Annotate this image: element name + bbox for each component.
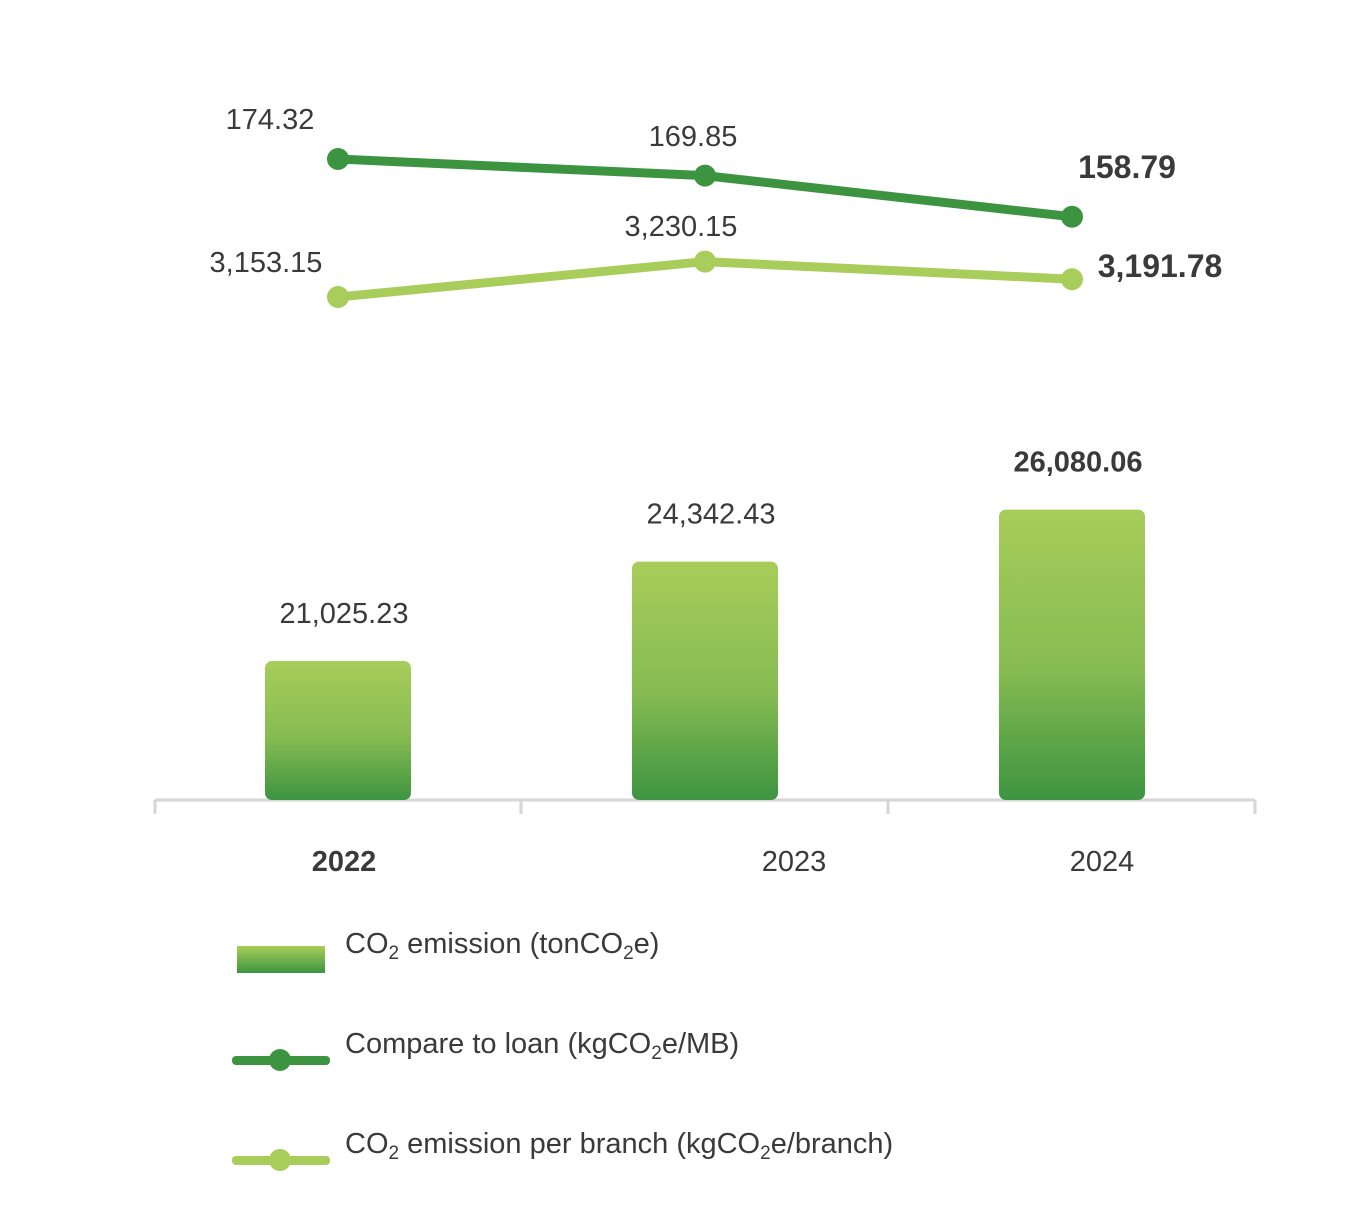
legend-item-branch: CO2 emission per branch (kgCO2e/branch): [232, 1120, 1232, 1220]
x-tick-label-2022: 2022: [312, 846, 377, 878]
data-labels: 21,025.23 24,342.43 26,080.06 174.32 169.85 1…: [210, 104, 1223, 878]
bar-label-2024: 26,080.06: [1013, 447, 1142, 479]
legend-label-branch: CO2 emission per branch (kgCO2e/branch): [345, 1128, 894, 1164]
legend-label-loan: Compare to loan (kgCO2e/MB): [345, 1028, 740, 1064]
bar-2022: [265, 661, 411, 800]
legend-item-bar: CO2 emission (tonCO2e): [232, 920, 1232, 1020]
bar-label-2022: 21,025.23: [279, 598, 408, 630]
x-tick-label-2024: 2024: [1070, 846, 1135, 878]
bar-2024: [999, 509, 1145, 800]
branch-point-2022: [327, 286, 349, 308]
bar-swatch: [237, 946, 325, 973]
bars: [265, 509, 1145, 800]
bar-2023: [632, 561, 778, 800]
bar-label-2023: 24,342.43: [646, 499, 775, 531]
branch-point-2024: [1061, 268, 1083, 291]
loan-label-2024: 158.79: [1078, 149, 1176, 185]
loan-point-2023: [694, 164, 716, 187]
branch-label-2023: 3,230.15: [625, 211, 738, 243]
branch-label-2022: 3,153.15: [210, 247, 323, 279]
legend: CO2 emission (tonCO2e) Compare to loan (…: [232, 920, 1232, 1220]
light-marker-swatch: [269, 1149, 291, 1171]
branch-label-2024: 3,191.78: [1098, 248, 1223, 284]
dark-marker-swatch: [269, 1049, 291, 1071]
branch-point-2023: [694, 250, 716, 273]
loan-label-2022: 174.32: [226, 104, 315, 136]
x-axis: [153, 798, 1257, 814]
legend-label-bar: CO2 emission (tonCO2e): [345, 928, 660, 964]
x-tick-label-2023: 2023: [762, 846, 827, 878]
loan-label-2023: 169.85: [649, 121, 738, 153]
loan-point-2024: [1061, 205, 1083, 228]
loan-point-2022: [327, 148, 349, 170]
lines: [327, 148, 1083, 308]
legend-item-loan: Compare to loan (kgCO2e/MB): [232, 1020, 1232, 1120]
